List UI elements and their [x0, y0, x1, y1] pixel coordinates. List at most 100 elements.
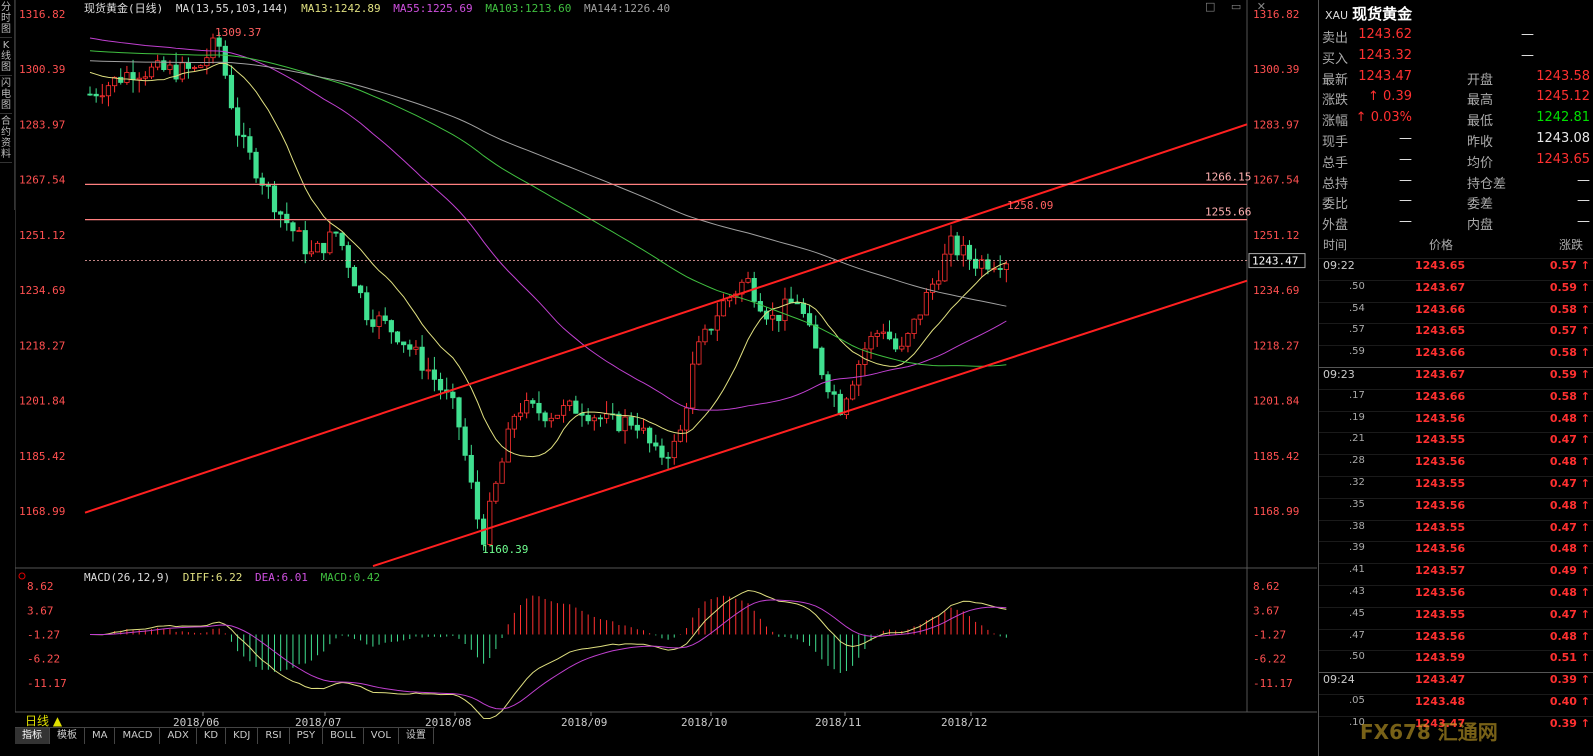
candle-body	[253, 151, 259, 179]
tick-time: .32	[1349, 477, 1365, 488]
tick-row: .50 1243.67 0.59 ↑	[1319, 279, 1593, 302]
tick-row: .38 1243.55 0.47 ↑	[1319, 519, 1593, 542]
candle-body	[597, 417, 604, 420]
candle-body	[314, 242, 321, 253]
candle-body	[468, 454, 474, 483]
macd-title: MACD(26,12,9) DIFF:6.22 DEA:6.01 MACD:0.…	[84, 571, 386, 584]
candle-body	[874, 332, 880, 337]
y-tick-right: 1267.54	[1253, 174, 1300, 187]
tick-price: 1243.66	[1415, 346, 1466, 360]
ma55-value: MA55:1225.69	[393, 2, 473, 15]
quote-value2: 1243.08	[1536, 131, 1590, 146]
candle-body	[911, 318, 917, 334]
chart-area[interactable]: 1316.82 1316.82 1300.39 1300.39 1283.97 1283.…	[14, 0, 1317, 740]
y-tick-left: 1300.39	[19, 63, 65, 76]
quote-row: 涨幅 ↑ 0.03% 最低 1242.81	[1319, 110, 1593, 130]
candle-body	[653, 442, 659, 447]
tick-price: 1243.48	[1415, 695, 1466, 708]
toolbar-tab-macd[interactable]: MACD	[115, 728, 161, 744]
resistance-level-label: 1266.15	[1205, 170, 1251, 183]
quote-value2: —	[1521, 47, 1534, 63]
toolbar-tab-rsi[interactable]: RSI	[258, 728, 290, 744]
tick-row: 09:24 1243.47 0.39 ↑	[1319, 672, 1593, 694]
candle-body	[290, 222, 296, 232]
candle-body	[825, 374, 831, 393]
x-label: 2018/08	[425, 716, 471, 729]
window-buttons[interactable]: □ ▭ ✕	[1205, 0, 1272, 13]
candle-body	[364, 292, 370, 321]
quote-value2: 1243.58	[1536, 68, 1590, 84]
quote-name: 现货黄金	[1352, 5, 1413, 23]
candle-body	[198, 65, 204, 68]
macd-diff: DIFF:6.22	[182, 571, 243, 584]
candle-body	[185, 62, 191, 69]
toolbar-tab-设置[interactable]: 设置	[399, 728, 434, 744]
quote-label: 外盘	[1322, 218, 1349, 234]
toolbar-tab-指标[interactable]: 指标	[15, 728, 50, 744]
candle-body	[296, 230, 302, 232]
quote-value: 1243.62	[1358, 27, 1412, 42]
tick-change: 0.48 ↑	[1549, 586, 1590, 599]
candle-body	[567, 400, 573, 407]
candle-body	[517, 412, 524, 417]
toolbar-tab-vol[interactable]: VOL	[364, 728, 399, 744]
tick-price: 1243.56	[1415, 586, 1466, 599]
candle-body	[505, 428, 511, 463]
toolbar-tab-模板[interactable]: 模板	[50, 728, 85, 744]
x-label: 2018/12	[941, 716, 987, 729]
candle-body	[407, 344, 413, 350]
candle-body	[585, 414, 591, 422]
candle-body	[437, 378, 444, 391]
view-tab-0[interactable]: 分时图	[0, 0, 12, 38]
toolbar-tab-psy[interactable]: PSY	[290, 728, 324, 744]
tick-price: 1243.66	[1415, 389, 1466, 403]
tick-row: .17 1243.66 0.58 ↑	[1319, 388, 1593, 411]
toolbar-tab-ma[interactable]: MA	[85, 728, 116, 744]
candle-body	[573, 400, 579, 414]
tick-time: .39	[1349, 542, 1365, 554]
toolbar-tab-adx[interactable]: ADX	[160, 728, 197, 744]
candle-body	[542, 412, 548, 422]
macd-tick-right: -11.17	[1253, 677, 1293, 690]
tick-change: 0.59 ↑	[1549, 368, 1590, 381]
candle-body	[960, 244, 966, 256]
candle-body	[155, 60, 161, 68]
candle-body	[622, 416, 628, 432]
y-tick-right: 1168.99	[1253, 505, 1299, 518]
toolbar-tab-kdj[interactable]: KDJ	[226, 728, 259, 744]
candle-body	[413, 346, 419, 350]
candle-body	[524, 400, 530, 414]
candle-body	[850, 384, 856, 400]
period-selector[interactable]: 日线 ▲	[25, 714, 63, 728]
chart-canvas[interactable]: 1316.82 1316.82 1300.39 1300.39 1283.97 1283.…	[14, 0, 1317, 740]
candle-body	[222, 45, 228, 76]
candle-body	[247, 136, 253, 153]
candle-body	[708, 328, 714, 331]
candle-body	[929, 283, 936, 293]
candle-body	[333, 231, 339, 234]
tick-row: .39 1243.56 0.48 ↑	[1319, 541, 1593, 563]
tick-header-change: 涨跌	[1559, 238, 1584, 252]
candle-body	[401, 341, 407, 346]
view-tab-2[interactable]: 闪电图	[0, 76, 12, 114]
tick-time: .41	[1349, 564, 1365, 576]
tick-row: 09:22 1243.65 0.57 ↑	[1319, 258, 1593, 280]
candle-body	[474, 481, 481, 520]
quote-value2: 1243.65	[1536, 151, 1590, 167]
view-tab-3[interactable]: 合约资料	[0, 114, 12, 163]
y-tick-right: 1234.69	[1253, 284, 1299, 297]
candle-body	[388, 320, 394, 333]
candle-body	[105, 85, 112, 97]
tick-change: 0.39 ↑	[1549, 716, 1590, 730]
y-tick-left: 1218.27	[19, 339, 65, 352]
tick-change: 0.48 ↑	[1549, 629, 1590, 643]
tick-change: 0.40 ↑	[1549, 695, 1590, 708]
tick-time: .05	[1349, 695, 1365, 706]
toolbar-tab-kd[interactable]: KD	[197, 728, 227, 744]
tick-price: 1243.57	[1415, 564, 1466, 578]
indicator-title: 现货黄金(日线) MA(13,55,103,144) MA13:1242.89 …	[84, 0, 676, 16]
toolbar-tab-boll[interactable]: BOLL	[323, 728, 364, 744]
quote-row: 总手 — 均价 1243.65	[1319, 152, 1593, 172]
